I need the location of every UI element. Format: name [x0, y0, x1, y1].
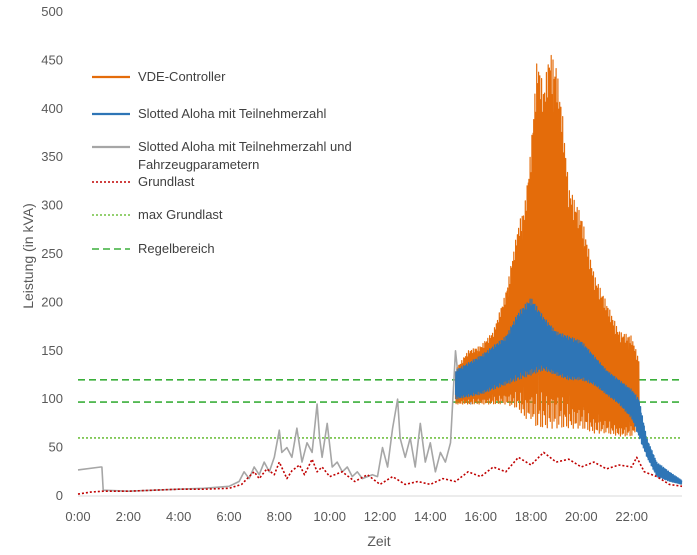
legend-item-max-grundlast: max Grundlast	[92, 207, 223, 222]
legend-label: VDE-Controller	[138, 69, 226, 84]
y-tick-label: 0	[56, 488, 63, 503]
x-tick-label: 4:00	[166, 509, 191, 524]
x-tick-label: 2:00	[116, 509, 141, 524]
legend-item-slotted-aloha: Slotted Aloha mit Teilnehmerzahl	[92, 106, 326, 121]
x-axis-ticks: 0:00 2:00 4:00 6:00 8:00 10:00 12:00 14:00 16:00…	[65, 509, 648, 524]
x-axis-title: Zeit	[367, 533, 390, 549]
y-tick-label: 200	[41, 294, 63, 309]
y-tick-label: 450	[41, 52, 63, 67]
x-tick-label: 14:00	[414, 509, 447, 524]
y-tick-label: 500	[41, 4, 63, 19]
x-tick-label: 20:00	[565, 509, 598, 524]
legend-item-regelbereich: Regelbereich	[92, 241, 215, 256]
x-tick-label: 16:00	[464, 509, 497, 524]
x-tick-label: 8:00	[267, 509, 292, 524]
y-tick-label: 150	[41, 343, 63, 358]
y-tick-label: 250	[41, 246, 63, 261]
legend-label: max Grundlast	[138, 207, 223, 222]
y-axis-title: Leistung (in kVA)	[20, 203, 36, 309]
y-tick-label: 400	[41, 101, 63, 116]
legend-item-grundlast: Grundlast	[92, 174, 195, 189]
y-tick-label: 300	[41, 198, 63, 213]
legend-label: Slotted Aloha mit Teilnehmerzahl	[138, 106, 326, 121]
slotted-aloha-line	[454, 298, 683, 485]
legend-label: Slotted Aloha mit Teilnehmerzahl und Fahr…	[138, 139, 352, 172]
legend-label: Grundlast	[138, 174, 195, 189]
legend-item-vde-controller: VDE-Controller	[92, 69, 226, 84]
legend-item-slotted-aloha-fahrzeug: Slotted Aloha mit Teilnehmerzahl und Fahr…	[92, 139, 352, 172]
x-tick-label: 6:00	[216, 509, 241, 524]
reference-lines	[78, 379, 682, 439]
x-tick-label: 12:00	[364, 509, 397, 524]
y-tick-label: 50	[49, 440, 63, 455]
x-tick-label: 10:00	[313, 509, 346, 524]
series-layer	[77, 54, 683, 495]
y-tick-label: 100	[41, 391, 63, 406]
y-axis-ticks: 0 50 100 150 200 250 300 350 400 450 500	[41, 4, 63, 503]
grundlast-line	[77, 451, 683, 495]
y-tick-label: 350	[41, 149, 63, 164]
legend-label: Regelbereich	[138, 241, 215, 256]
x-tick-label: 0:00	[65, 509, 90, 524]
x-tick-label: 22:00	[615, 509, 648, 524]
legend: VDE-Controller Slotted Aloha mit Teilnehm…	[92, 69, 352, 256]
x-tick-label: 18:00	[515, 509, 548, 524]
